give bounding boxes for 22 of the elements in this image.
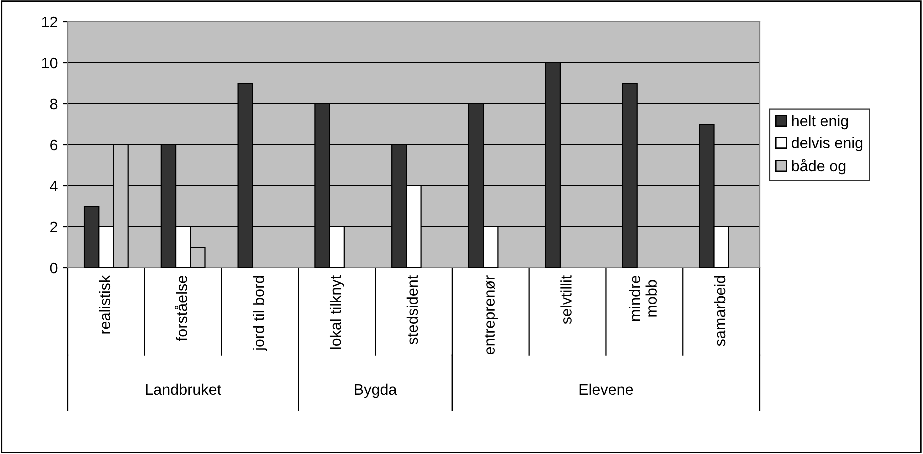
x-tick-label: selvtillit — [560, 275, 572, 324]
legend-label: delvis enig — [792, 137, 863, 152]
y-tick-label: 4 — [50, 181, 58, 192]
x-tick-label: entreprenør — [484, 276, 498, 355]
legend-label: både og — [792, 159, 846, 175]
legend-label: helt enig — [792, 115, 848, 130]
y-tick-label: 2 — [50, 222, 58, 233]
text: Landbruket — [146, 384, 222, 396]
text: Elevene — [580, 384, 634, 396]
x-tick-label: lokal tilknyt — [330, 275, 344, 350]
y-tick-label: 12 — [42, 16, 58, 28]
x-tick-label: mindre mobb — [629, 276, 657, 322]
x-tick-label: jord til bord — [253, 276, 268, 352]
x-tick-label: samarbeid — [714, 276, 726, 346]
x-tick-label: realistisk — [99, 275, 111, 334]
x-tick-label: stedsident — [406, 275, 418, 345]
y-tick-label: 0 — [50, 262, 58, 274]
x-tick-label: forståelse — [174, 276, 188, 342]
text: Bygda — [355, 384, 398, 398]
y-tick-label: 10 — [42, 58, 58, 69]
y-tick-label: 8 — [50, 98, 58, 110]
y-tick-label: 6 — [50, 140, 58, 151]
